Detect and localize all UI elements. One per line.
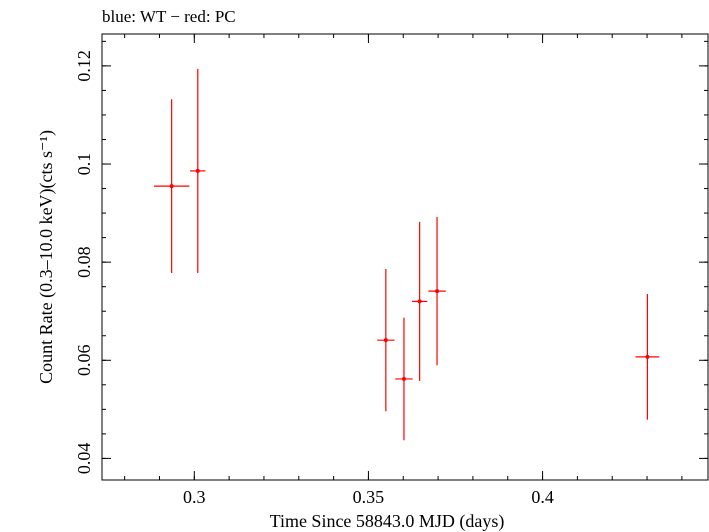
point-marker [169,184,174,189]
y-tick-label: 0.1 [74,153,94,176]
point-marker [195,168,200,173]
y-tick-label: 0.12 [74,50,94,82]
point-marker [383,338,388,343]
data-point [377,269,395,412]
y-tick-label: 0.08 [74,246,94,278]
x-axis: 0.3 0.35 0.4 [124,34,683,507]
plot-frame [101,33,709,481]
x-axis-title: Time Since 58843.0 MJD (days) [270,511,505,532]
point-marker [401,376,406,381]
data-point [153,99,190,273]
data-point [428,217,446,366]
data-point [190,68,206,273]
x-tick-label: 0.3 [183,487,206,507]
point-marker [417,299,422,304]
x-tick-label: 0.4 [531,487,554,507]
y-tick-label: 0.06 [74,345,94,377]
point-marker [435,289,440,294]
data-point [395,317,413,441]
point-marker [645,354,650,359]
pc-series [153,68,660,441]
y-axis-title: Count Rate (0.3–10.0 keV)(cts s⁻¹) [36,130,57,384]
chart-title: blue: WT − red: PC [102,7,236,26]
data-point [411,221,428,381]
y-axis: 0.04 0.06 0.08 0.1 0.12 [74,40,708,475]
x-tick-label: 0.35 [353,487,385,507]
y-tick-label: 0.04 [74,443,94,475]
data-point [635,294,660,420]
